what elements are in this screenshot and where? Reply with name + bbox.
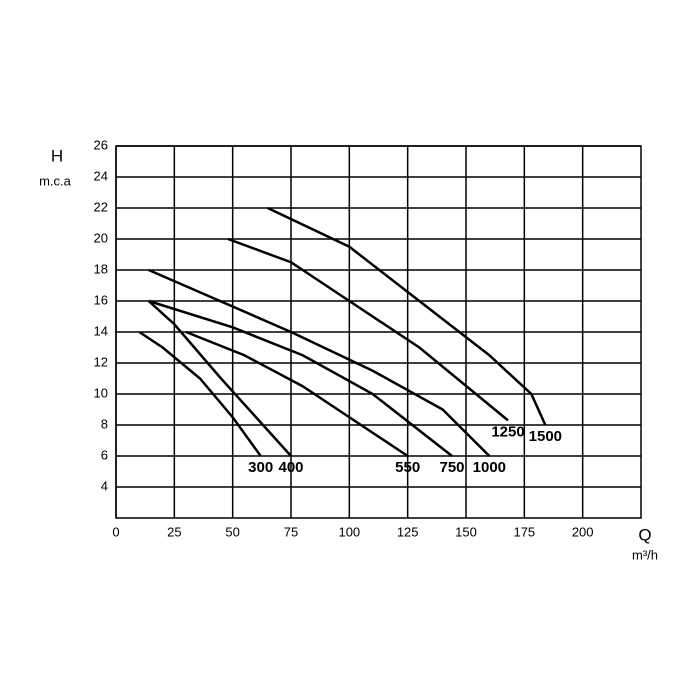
x-tick-label: 175 (513, 524, 535, 539)
pump-curve (185, 330, 409, 458)
curve-label: 1250 (491, 423, 524, 440)
x-tick-label: 0 (112, 524, 119, 539)
y-tick-label: 10 (94, 385, 108, 400)
y-tick-label: 8 (101, 416, 108, 431)
pump-curve (267, 206, 547, 426)
y-axis-label: H (51, 146, 63, 165)
curve-label: 1000 (473, 459, 506, 476)
pump-curve (148, 299, 453, 457)
curve-label: 750 (439, 459, 464, 476)
x-tick-label: 100 (338, 524, 360, 539)
x-tick-label: 200 (572, 524, 594, 539)
curve-label: 1500 (529, 428, 562, 445)
x-tick-label: 25 (167, 524, 181, 539)
pump-curve (138, 330, 262, 457)
x-tick-label: 50 (225, 524, 239, 539)
pump-curve (227, 237, 509, 422)
y-tick-label: 24 (94, 168, 108, 183)
y-tick-label: 6 (101, 447, 108, 462)
y-tick-label: 20 (94, 230, 108, 245)
pump-curve (148, 268, 491, 457)
y-tick-label: 16 (94, 292, 108, 307)
x-axis-unit: m³/h (632, 547, 658, 562)
y-tick-label: 14 (94, 323, 108, 338)
x-tick-label: 75 (284, 524, 298, 539)
y-axis-unit: m.c.a (39, 173, 72, 188)
x-axis-label: Q (638, 525, 651, 544)
y-tick-label: 12 (94, 354, 108, 369)
x-tick-label: 125 (397, 524, 419, 539)
x-tick-label: 150 (455, 524, 477, 539)
pump-curve (147, 300, 292, 457)
y-tick-label: 22 (94, 199, 108, 214)
y-tick-label: 4 (101, 478, 108, 493)
curve-label: 400 (278, 459, 303, 476)
y-tick-label: 26 (94, 137, 108, 152)
curve-label: 550 (395, 459, 420, 476)
y-tick-label: 18 (94, 261, 108, 276)
curve-label: 300 (248, 459, 273, 476)
